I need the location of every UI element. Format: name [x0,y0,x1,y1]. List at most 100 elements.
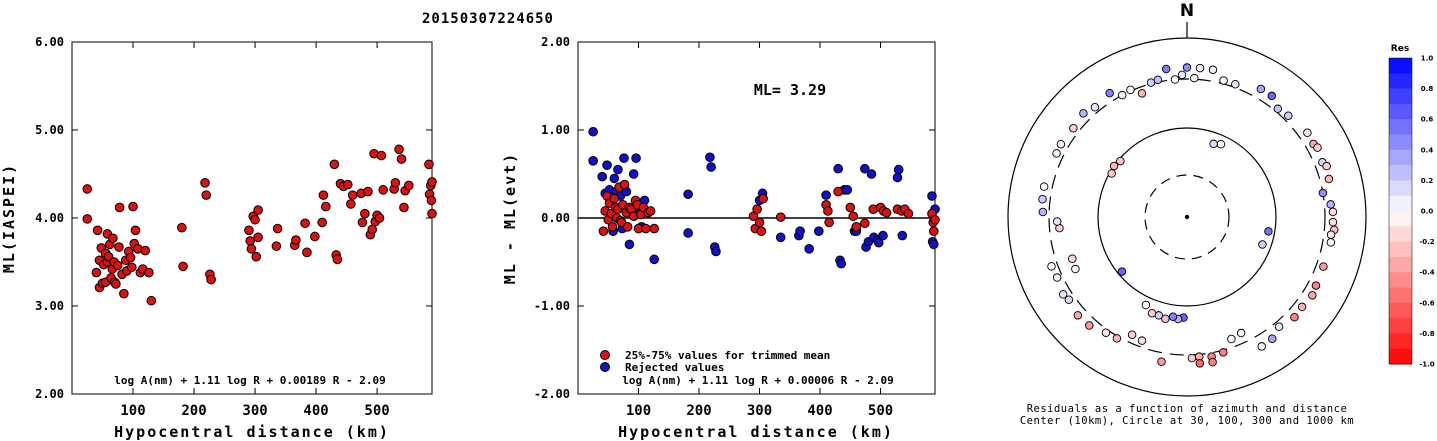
residual-plot-ylabel: ML - ML(evt) [501,152,519,284]
colorbar-cell [1389,287,1412,304]
rejected-point [804,244,814,254]
azimuth-station-point [1322,161,1331,171]
azimuth-station-point [1052,149,1061,158]
colorbar-tick-label: 0.6 [1421,116,1434,124]
legend-marker-rejected [600,362,610,372]
ml-data-point [347,190,358,200]
azimuth-station-point [1274,322,1284,331]
ml-data-point [114,242,124,252]
azimuth-station-point [1109,161,1119,171]
azimuth-station-point [1231,80,1240,89]
azimuth-station-point [1290,312,1299,322]
rejected-point [631,153,641,163]
rejected-point [705,152,715,163]
azimuth-station-point [1137,89,1147,98]
ml-vs-distance-panel: 100 200 300 400 500 2.00 3.00 4.00 5.00 6.00 log … [0,35,437,441]
rejected-point [927,191,937,201]
ml-data-point [390,178,401,188]
azimuth-station-point [1187,353,1197,363]
azimuth-station-point [1195,359,1205,368]
rejected-point [893,164,904,175]
x-tick-label: 300 [747,403,772,419]
rejected-point [821,190,831,200]
ml-data-point [200,178,210,188]
x-tick-label: 500 [364,403,389,419]
x-tick-label: 200 [686,403,711,419]
azimuth-station-point [1328,207,1338,217]
azimuth-station-point [1117,267,1127,276]
trimmed-point [598,226,609,236]
ml-data-point [394,144,404,155]
colorbar-tick-label: -1.0 [1419,361,1434,369]
trimmed-point [640,223,651,234]
ring-300km [1048,78,1326,356]
azimuth-station-point [1268,334,1277,344]
azimuth-station-point [1319,262,1328,271]
azimuth-station-point [1147,308,1157,318]
trimmed-point [903,208,914,219]
azimuth-station-point [1052,273,1062,282]
rejected-point [866,169,877,179]
ml-data-point [346,199,356,209]
ml-data-point [82,214,93,224]
azimuth-station-point [1168,312,1178,321]
azimuth-station-point [1039,182,1049,191]
trimmed-point [824,217,834,228]
residual-vs-distance-panel: 100 200 300 400 500 -2.00 -1.00 0.00 1.00 2.00 ML… [501,35,940,441]
ml-data-point [396,154,407,164]
ml-data-point [91,267,102,278]
rejected-point [683,189,693,200]
ml-data-point [332,254,343,265]
azimuth-station-point [1256,84,1266,94]
rejected-point [711,246,721,257]
ml-data-point [177,222,187,233]
ml-data-point [125,252,136,263]
north-label: N [1180,1,1194,21]
colorbar-cell [1389,195,1412,212]
ml-data-point [82,184,93,194]
figure-title: 20150307224650 [422,11,554,27]
colorbar-cell [1389,149,1412,166]
colorbar-cell [1389,226,1412,243]
trimmed-point [833,186,843,197]
rejected-point [628,169,639,179]
azimuth-station-point [1326,200,1335,209]
azimuth-station-point [1068,254,1077,264]
ml-data-point [250,214,260,225]
trimmed-point [619,179,630,190]
rejected-point [588,126,598,137]
ml-data-point [302,247,312,258]
rejected-point [860,163,870,174]
azimuth-station-point [1127,330,1137,339]
ml-data-point [317,217,327,228]
colorbar-tick-label: 0.0 [1421,208,1434,216]
rejected-point [588,156,598,166]
ml-data-point [253,232,263,243]
rejected-point [609,173,620,184]
trimmed-point [645,206,656,216]
ml-data-point [201,190,212,200]
azimuth-station-point [1161,64,1171,74]
legend-label-trimmed: 25%-75% values for trimmed mean [625,349,830,362]
azimuth-station-point [1195,63,1205,73]
rejected-point [624,239,635,250]
ml-plot-points [82,144,437,306]
azimuth-points [1038,63,1339,368]
azimuth-station-point [1311,281,1321,290]
azimuth-station-point [1141,300,1151,310]
azimuth-station-point [1227,334,1236,344]
rejected-point [706,162,716,172]
ml-data-point [367,224,378,235]
rejected-point [597,171,608,182]
azimuth-station-point [1267,91,1277,101]
azimuth-station-point [1313,143,1322,152]
y-tick-label: -2.00 [534,387,570,401]
azimuth-station-point [1326,238,1336,247]
azimuth-station-point [1038,207,1048,217]
y-tick-label: 3.00 [35,299,64,313]
azimuth-station-point [1161,314,1170,323]
y-tick-label: 0.00 [541,211,570,225]
azimuth-station-point [1153,75,1163,85]
colorbar-tick-label: -0.8 [1419,330,1434,338]
ml-data-point [300,218,310,229]
